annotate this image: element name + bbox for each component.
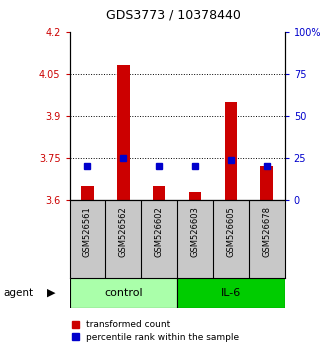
Bar [189,192,201,200]
Text: ▶: ▶ [47,288,56,298]
Text: agent: agent [3,288,33,298]
Text: GSM526678: GSM526678 [262,206,271,257]
Bar [153,186,166,200]
Bar [81,186,94,200]
Text: GDS3773 / 10378440: GDS3773 / 10378440 [106,9,241,22]
Text: GSM526561: GSM526561 [83,206,92,257]
Bar [225,102,237,200]
Bar [260,166,273,200]
Text: GSM526605: GSM526605 [226,206,235,257]
Text: GSM526602: GSM526602 [155,206,164,257]
Bar [117,65,129,200]
Text: GSM526562: GSM526562 [119,206,128,257]
Bar [70,278,177,308]
Bar [177,278,285,308]
Text: IL-6: IL-6 [221,288,241,298]
Text: control: control [104,288,143,298]
Legend: transformed count, percentile rank within the sample: transformed count, percentile rank withi… [70,318,241,344]
Text: GSM526603: GSM526603 [191,206,200,257]
